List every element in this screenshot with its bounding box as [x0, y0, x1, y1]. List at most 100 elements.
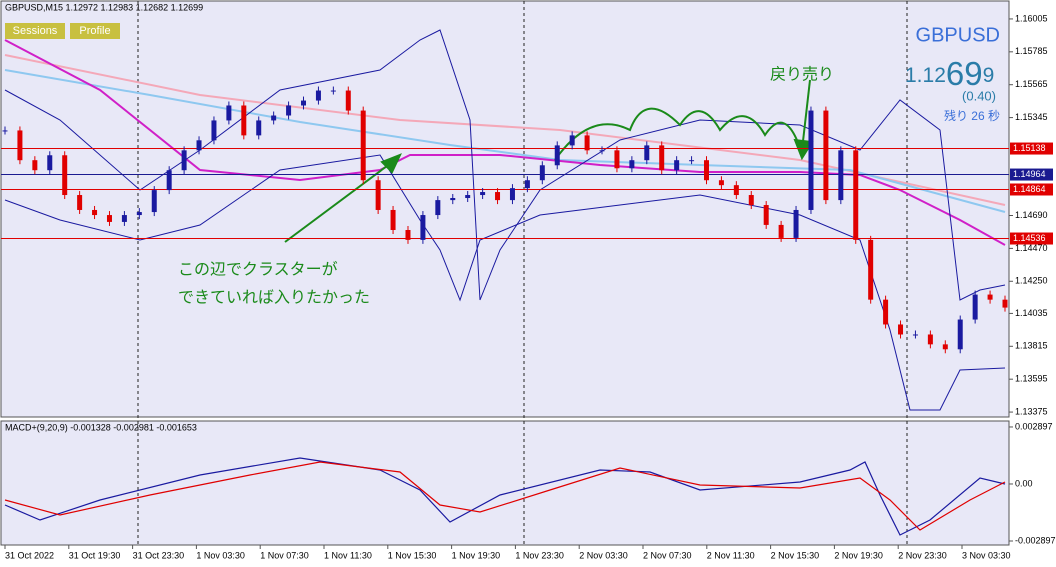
candle	[778, 224, 784, 238]
candle	[703, 160, 709, 181]
candle	[465, 195, 471, 199]
x-tick-label: 1 Nov 19:30	[452, 550, 501, 560]
candle	[330, 90, 336, 92]
candle	[718, 180, 724, 186]
chart-header: GBPUSD,M15 1.12972 1.12983 1.12682 1.126…	[5, 2, 203, 12]
candle	[853, 150, 859, 240]
candle	[793, 209, 799, 238]
level-label: 1.14964	[1013, 169, 1046, 179]
candle	[495, 192, 501, 201]
candle	[808, 110, 814, 210]
candle	[629, 160, 635, 169]
bollinger-lower	[4, 154, 1006, 411]
change: (0.40)	[962, 88, 996, 103]
y-tick-label: 1.13595	[1015, 374, 1048, 384]
candle	[420, 215, 426, 240]
x-tick-label: 1 Nov 07:30	[260, 550, 309, 560]
candle	[823, 110, 829, 201]
y-tick-label: 1.15345	[1015, 112, 1048, 122]
macd-main	[4, 457, 1006, 536]
y-tick-label: 1.14035	[1015, 308, 1048, 318]
macd-tick-label: -0.002897	[1015, 535, 1056, 545]
day-separators	[137, 1, 908, 545]
candle	[599, 150, 605, 152]
candle	[17, 130, 23, 161]
candle	[435, 200, 441, 216]
button-bg[interactable]	[5, 23, 65, 39]
candle	[62, 155, 68, 196]
level-box	[1010, 168, 1053, 181]
x-tick-label: 1 Nov 03:30	[196, 550, 245, 560]
candle	[136, 212, 142, 216]
candle	[763, 205, 769, 225]
level-label: 1.14536	[1013, 233, 1046, 243]
level-box	[1010, 142, 1053, 155]
candle	[868, 239, 874, 300]
x-tick-label: 1 Nov 15:30	[388, 550, 437, 560]
candle	[375, 180, 381, 210]
x-tick-label: 2 Nov 11:30	[707, 550, 755, 560]
price-head: 1.12	[905, 64, 946, 87]
candle	[241, 105, 247, 136]
candle	[584, 135, 590, 151]
macd-label: MACD+(9,20,9) -0.001328 -0.002981 -0.001…	[5, 422, 197, 432]
candle	[912, 334, 918, 336]
candle	[211, 120, 217, 141]
x-tick-label: 2 Nov 23:30	[898, 550, 947, 560]
candle	[315, 90, 321, 101]
candle	[927, 334, 933, 345]
x-tick-label: 2 Nov 03:30	[579, 550, 628, 560]
level-label: 1.14864	[1013, 184, 1046, 194]
arrow-line	[801, 79, 811, 151]
y-tick-label: 1.15785	[1015, 46, 1048, 56]
candle	[554, 145, 560, 166]
candle	[256, 120, 262, 136]
ma-fast	[4, 39, 1006, 246]
macd-signal	[4, 461, 1006, 531]
candle	[689, 160, 695, 162]
candle	[47, 155, 53, 171]
x-tick-label: 2 Nov 19:30	[834, 550, 883, 560]
candle	[77, 195, 83, 210]
y-tick-label: 1.13375	[1015, 406, 1048, 416]
annotation: 戻り売り	[770, 65, 834, 84]
x-tick-label: 1 Nov 11:30	[324, 550, 372, 560]
candle	[480, 192, 486, 196]
candle	[151, 190, 157, 213]
candle	[166, 170, 172, 191]
candle	[450, 198, 456, 201]
arrow-head	[380, 153, 402, 174]
candle	[106, 215, 112, 222]
candle	[509, 188, 515, 201]
candle	[92, 209, 98, 216]
candle	[32, 160, 38, 171]
x-tick-label: 2 Nov 15:30	[771, 550, 820, 560]
macd-tick-label: 0.00	[1015, 478, 1033, 488]
level-box	[1010, 232, 1053, 245]
y-tick-label: 1.13815	[1015, 341, 1048, 351]
price-tail: 9	[983, 64, 995, 87]
y-tick-label: 1.14690	[1015, 210, 1048, 220]
y-tick-label: 1.14470	[1015, 243, 1048, 253]
candle	[883, 299, 889, 325]
candle	[121, 215, 127, 222]
button-bg[interactable]	[70, 23, 120, 39]
arcs	[554, 107, 801, 161]
candle	[539, 165, 545, 181]
candle	[271, 115, 277, 121]
candle	[524, 180, 530, 189]
toolbar: Sessions Profile	[5, 23, 120, 39]
sessions-button[interactable]: Sessions	[13, 25, 58, 37]
candle	[569, 135, 575, 146]
profile-button[interactable]: Profile	[79, 25, 110, 37]
level-label: 1.15138	[1013, 143, 1046, 153]
macd-tick-label: 0.002897	[1015, 421, 1053, 431]
y-tick-label: 1.15565	[1015, 79, 1048, 89]
candle	[838, 150, 844, 201]
candle	[942, 344, 948, 350]
x-tick-label: 31 Oct 2022	[5, 550, 54, 560]
candle	[360, 110, 366, 181]
x-tick-label: 3 Nov 03:30	[962, 550, 1011, 560]
candle	[390, 209, 396, 231]
candle	[748, 195, 754, 206]
